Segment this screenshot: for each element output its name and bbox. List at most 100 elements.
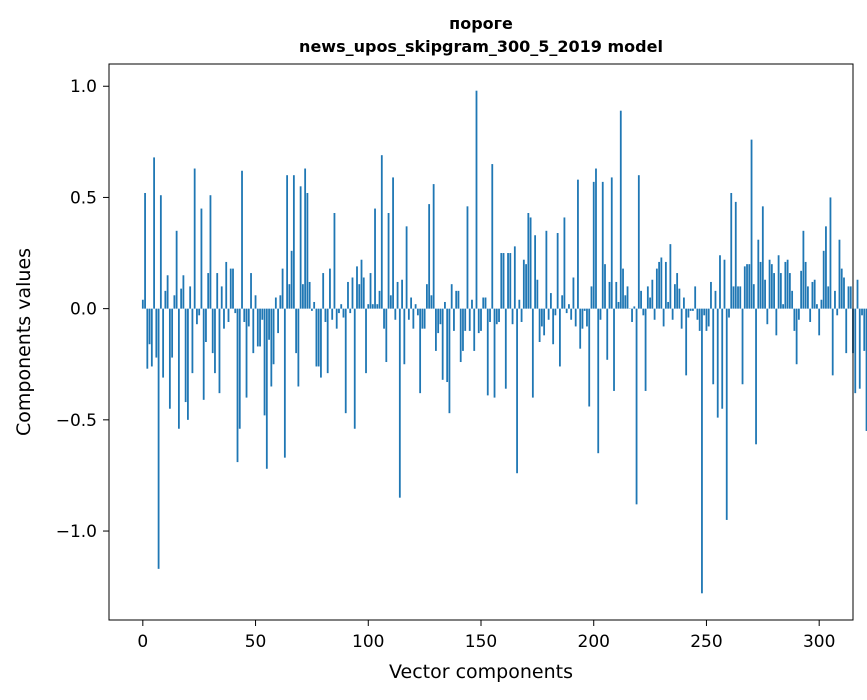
x-tick-label: 100 [352, 632, 384, 652]
bar-318 [859, 309, 861, 389]
bar-237 [676, 273, 678, 309]
bar-63 [284, 309, 286, 458]
bar-287 [789, 273, 791, 309]
bar-197 [586, 309, 588, 327]
bar-191 [573, 278, 575, 309]
bar-167 [518, 300, 520, 309]
bar-261 [730, 193, 732, 309]
bar-164 [512, 309, 514, 325]
bar-43 [239, 309, 241, 429]
bar-116 [403, 309, 405, 365]
bar-104 [376, 304, 378, 308]
bar-142 [462, 309, 464, 351]
bar-36 [223, 309, 225, 329]
bar-314 [850, 286, 852, 308]
bar-185 [559, 309, 561, 367]
bar-182 [552, 309, 554, 345]
x-tick-label: 50 [245, 632, 267, 652]
bar-138 [453, 309, 455, 331]
bar-249 [703, 309, 705, 316]
y-tick-label: 0.0 [70, 300, 97, 320]
bar-140 [458, 291, 460, 309]
bar-80 [322, 273, 324, 309]
bar-213 [622, 269, 624, 309]
bar-54 [264, 309, 266, 416]
bar-133 [442, 309, 444, 380]
bar-255 [717, 309, 719, 418]
bar-89 [343, 309, 345, 318]
bar-211 [618, 302, 620, 309]
bar-247 [699, 309, 701, 331]
bar-152 [485, 298, 487, 309]
bar-284 [782, 304, 784, 308]
bar-193 [577, 180, 579, 309]
bar-295 [807, 286, 809, 308]
bar-174 [534, 235, 536, 308]
bar-144 [467, 206, 469, 308]
bar-93 [352, 278, 354, 309]
bar-227 [654, 309, 656, 320]
bar-173 [532, 309, 534, 398]
bar-35 [221, 286, 223, 308]
bar-75 [311, 309, 313, 311]
bar-293 [803, 231, 805, 309]
bar-82 [327, 309, 329, 374]
bar-303 [825, 226, 827, 308]
bar-266 [742, 309, 744, 385]
bar-118 [408, 309, 410, 320]
bar-171 [527, 213, 529, 309]
bar-286 [787, 260, 789, 309]
bar-207 [609, 282, 611, 309]
bar-243 [690, 309, 692, 311]
bar-20 [187, 309, 189, 420]
bar-159 [500, 253, 502, 309]
bar-115 [401, 280, 403, 309]
bar-268 [746, 264, 748, 308]
bar-13 [171, 309, 173, 358]
bar-132 [440, 309, 442, 325]
bar-301 [821, 300, 823, 309]
bar-223 [645, 309, 647, 391]
bar-198 [588, 309, 590, 407]
bar-50 [255, 295, 257, 308]
bar-41 [234, 309, 236, 313]
bar-292 [800, 271, 802, 309]
bar-176 [539, 309, 541, 342]
bar-77 [316, 309, 318, 367]
bar-203 [600, 309, 602, 320]
bar-253 [712, 309, 714, 385]
bar-153 [487, 309, 489, 396]
bar-72 [304, 169, 306, 309]
bar-291 [798, 309, 800, 320]
bar-30 [210, 195, 212, 308]
bar-129 [433, 184, 435, 309]
bar-58 [273, 309, 275, 365]
bar-78 [318, 309, 320, 367]
bar-32 [214, 309, 216, 374]
bar-306 [832, 309, 834, 376]
bar-297 [812, 282, 814, 309]
bar-91 [347, 282, 349, 309]
bar-74 [309, 282, 311, 309]
bar-121 [415, 304, 417, 308]
bar-143 [464, 309, 466, 331]
bar-64 [286, 175, 288, 308]
bar-127 [428, 204, 430, 309]
bar-251 [708, 309, 710, 327]
bar-81 [325, 309, 327, 322]
bar-313 [848, 286, 850, 308]
bar-229 [658, 262, 660, 309]
bar-84 [331, 309, 333, 320]
bar-86 [336, 309, 338, 329]
bar-232 [665, 262, 667, 309]
bar-120 [412, 309, 414, 329]
bar-100 [367, 304, 369, 308]
bar-70 [300, 186, 302, 308]
bar-101 [370, 273, 372, 309]
bar-209 [613, 309, 615, 391]
bar-180 [548, 309, 550, 320]
bar-126 [426, 284, 428, 308]
bar-218 [633, 306, 635, 308]
bar-44 [241, 171, 243, 309]
bar-311 [843, 278, 845, 309]
